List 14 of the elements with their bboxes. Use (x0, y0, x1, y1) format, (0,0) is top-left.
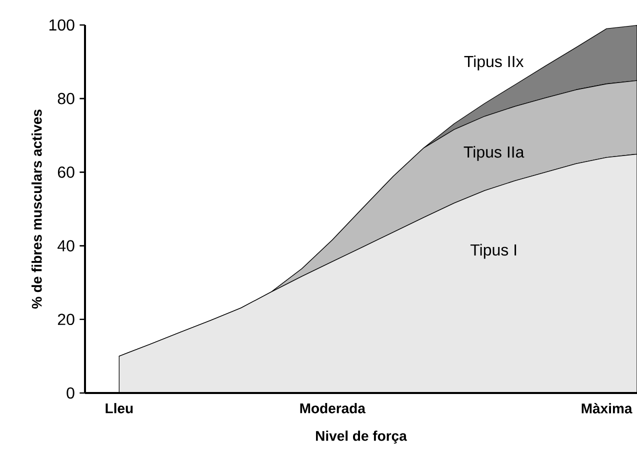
x-axis-title: Nivel de força (316, 430, 407, 444)
y-tick-label: 60 (58, 166, 74, 178)
x-tick-label: Lleu (106, 403, 133, 414)
y-axis-title: % de fibres musculars actives (31, 110, 42, 309)
y-tick-label: 20 (58, 314, 74, 326)
x-tick-label: Moderada (300, 403, 366, 414)
y-tick-label: 80 (58, 92, 74, 104)
series-label: Tipus IIx (464, 55, 524, 70)
series-label: Tipus IIa (464, 146, 524, 161)
y-tick-label: 40 (58, 240, 74, 252)
y-tick-label: 100 (49, 19, 74, 31)
x-tick-label: Màxima (582, 403, 632, 414)
y-tick-label: 0 (66, 387, 74, 399)
series-label: Tipus I (470, 244, 516, 259)
